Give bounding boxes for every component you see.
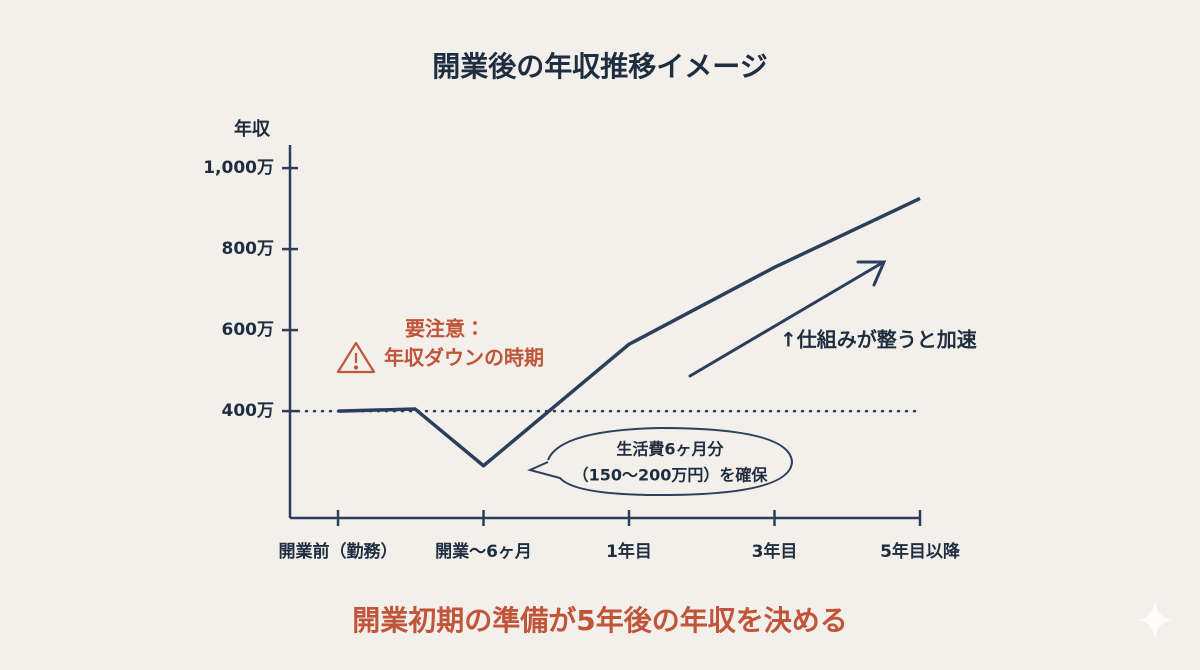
sparkle-icon (1138, 600, 1172, 640)
trend-arrow (688, 260, 887, 378)
y-tick-label: 600万 (222, 320, 275, 340)
x-tick-label: 開業〜6ヶ月 (435, 541, 532, 562)
y-tick-label: 1,000万 (203, 158, 274, 178)
annotation: （150〜200万円）を確保 (573, 466, 769, 485)
annotation: 要注意： (405, 317, 485, 341)
annotation: ↑仕組みが整うと加速 (780, 328, 977, 352)
y-tick-label: 400万 (222, 401, 275, 421)
footer: 開業初期の準備が5年後の年収を決める (352, 604, 848, 637)
x-tick-label: 3年目 (752, 541, 798, 562)
x-tick-label: 開業前（勤務） (279, 541, 398, 562)
data-line (337, 196, 921, 468)
x-tick-label: 5年目以降 (880, 541, 961, 562)
x-tick-label: 1年目 (606, 541, 652, 562)
annotation: 年収ダウンの時期 (384, 346, 544, 370)
y-tick-label: 800万 (222, 239, 275, 259)
y-axis-label: 年収 (234, 118, 271, 140)
callout-bubble (527, 426, 794, 497)
chart-title: 開業後の年収推移イメージ (432, 50, 767, 83)
warning-icon (336, 341, 376, 374)
annotation: 生活費6ヶ月分 (616, 440, 724, 459)
